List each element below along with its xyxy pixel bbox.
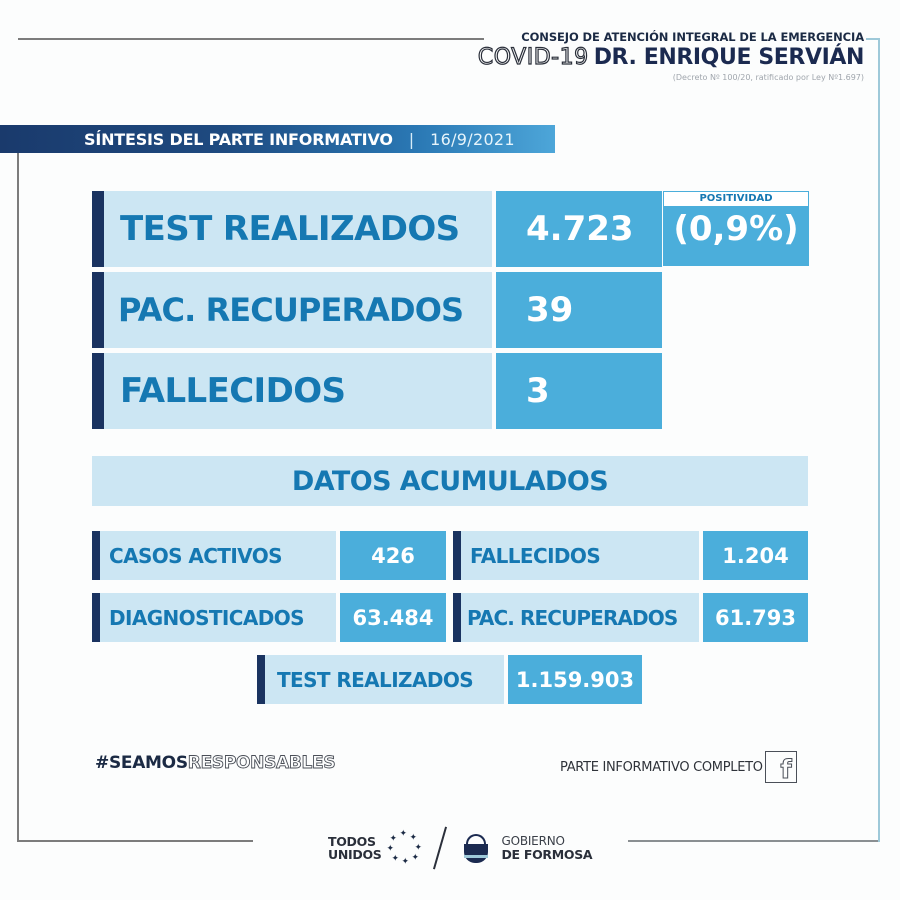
acc-value: 1.159.903 (508, 655, 642, 704)
positivity-label: POSITIVIDAD (664, 192, 808, 206)
synthesis-separator: | (408, 129, 415, 149)
positivity-box: POSITIVIDAD (0,9%) (663, 191, 809, 266)
acc-row-active: CASOS ACTIVOS 426 (92, 531, 446, 580)
acc-value: 63.484 (340, 593, 446, 642)
acc-value: 426 (340, 531, 446, 580)
acc-value: 61.793 (703, 593, 808, 642)
report-date: 16/9/2021 (430, 129, 515, 149)
gobierno-text: GOBIERNO (501, 834, 565, 848)
frame-line-right (878, 38, 880, 842)
acc-row-diagnosed: DIAGNOSTICADOS 63.484 (92, 593, 446, 642)
acc-label: TEST REALIZADOS (277, 667, 474, 692)
frame-line-right-tick (866, 38, 880, 40)
acc-label: DIAGNOSTICADOS (109, 605, 305, 630)
daily-row-deaths: FALLECIDOS 3 (92, 353, 662, 429)
logo-divider (433, 826, 448, 870)
header: CONSEJO DE ATENCIÓN INTEGRAL DE LA EMERG… (477, 30, 865, 82)
accent-bar (257, 655, 265, 704)
daily-label-box: TEST REALIZADOS (92, 191, 492, 267)
daily-row-tests: TEST REALIZADOS 4.723 (92, 191, 662, 267)
facebook-glyph: f (780, 755, 792, 785)
daily-value: 3 (496, 353, 662, 429)
acc-label: CASOS ACTIVOS (109, 543, 283, 568)
acc-value: 1.204 (703, 531, 808, 580)
stars-circle-icon: ✦ ✦ ✦ ✦ ✦ ✦ ✦ ✦ (386, 829, 423, 867)
hashtag: #SEAMOSRESPONSABLES (95, 753, 336, 774)
acc-label: PAC. RECUPERADOS (467, 605, 678, 630)
footer-logos: TODOS UNIDOS ✦ ✦ ✦ ✦ ✦ ✦ ✦ ✦ GOBIERNO DE… (328, 826, 593, 870)
daily-label-box: PAC. RECUPERADOS (92, 272, 492, 348)
accent-bar (92, 353, 104, 429)
frame-line-left (17, 152, 19, 842)
hashtag-outline: RESPONSABLES (187, 753, 336, 774)
facebook-icon[interactable]: f (764, 751, 797, 785)
header-main-title: COVID-19 DR. ENRIQUE SERVIÁN (477, 44, 865, 72)
de-formosa-text: DE FORMOSA (501, 847, 593, 862)
accent-bar (92, 272, 104, 348)
accent-bar (92, 191, 104, 267)
accumulated-header: DATOS ACUMULADOS (92, 456, 808, 506)
acc-label-box: PAC. RECUPERADOS (453, 593, 699, 642)
accumulated-title: DATOS ACUMULADOS (291, 465, 609, 497)
daily-label-box: FALLECIDOS (92, 353, 492, 429)
acc-row-recovered: PAC. RECUPERADOS 61.793 (453, 593, 808, 642)
acc-label-box: TEST REALIZADOS (257, 655, 504, 704)
accent-bar (453, 531, 461, 580)
decree-note: (Decreto Nº 100/20, ratificado por Ley N… (672, 73, 864, 82)
gobierno-formosa-logo: GOBIERNO DE FORMOSA (501, 834, 592, 862)
acc-label: FALLECIDOS (470, 543, 601, 568)
frame-line-top (18, 38, 484, 40)
accent-bar (92, 531, 100, 580)
formosa-crest-icon (461, 831, 491, 865)
synthesis-bar: SÍNTESIS DEL PARTE INFORMATIVO | 16/9/20… (0, 125, 555, 153)
daily-label: PAC. RECUPERADOS (118, 291, 464, 329)
acc-label-box: CASOS ACTIVOS (92, 531, 336, 580)
doctor-name: DR. ENRIQUE SERVIÁN (593, 45, 865, 70)
accent-bar (92, 593, 100, 642)
unidos-text: UNIDOS (328, 847, 382, 862)
todos-unidos-logo: TODOS UNIDOS (328, 834, 382, 862)
positivity-value: (0,9%) (673, 209, 799, 249)
todos-text: TODOS (328, 834, 376, 849)
daily-row-recovered: PAC. RECUPERADOS 39 (92, 272, 662, 348)
daily-label: FALLECIDOS (120, 371, 346, 411)
acc-label-box: DIAGNOSTICADOS (92, 593, 336, 642)
daily-value: 4.723 (496, 191, 662, 267)
accent-bar (453, 593, 461, 642)
full-report-link[interactable]: PARTE INFORMATIVO COMPLETO f (560, 751, 797, 785)
frame-line-bottom-left (17, 840, 253, 842)
full-report-text[interactable]: PARTE INFORMATIVO COMPLETO (560, 759, 763, 775)
acc-row-tests: TEST REALIZADOS 1.159.903 (257, 655, 642, 704)
daily-value: 39 (496, 272, 662, 348)
covid-label: COVID-19 (477, 44, 589, 70)
synthesis-title: SÍNTESIS DEL PARTE INFORMATIVO (84, 129, 393, 149)
acc-row-deaths: FALLECIDOS 1.204 (453, 531, 808, 580)
hashtag-bold: #SEAMOS (95, 753, 188, 773)
council-title: CONSEJO DE ATENCIÓN INTEGRAL DE LA EMERG… (521, 30, 864, 44)
acc-label-box: FALLECIDOS (453, 531, 699, 580)
frame-line-bottom-right (628, 840, 880, 842)
daily-label: TEST REALIZADOS (120, 209, 460, 249)
